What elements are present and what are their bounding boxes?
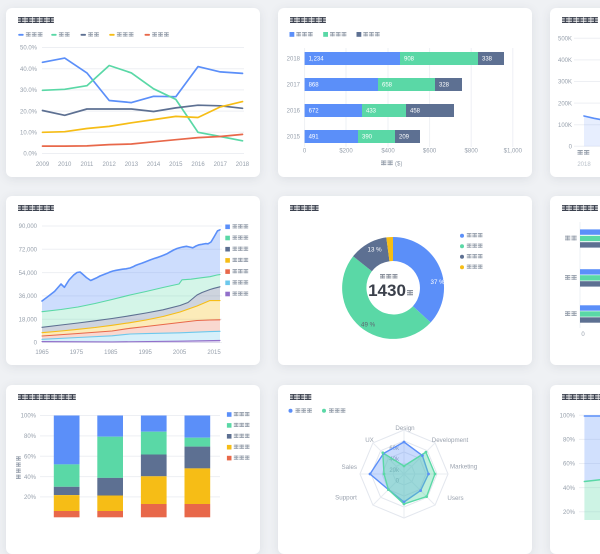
svg-text:2014: 2014: [147, 162, 161, 168]
svg-text:0: 0: [303, 149, 307, 155]
svg-text:40%: 40%: [24, 475, 37, 481]
svg-text:90,000: 90,000: [19, 224, 38, 230]
svg-text:0: 0: [569, 145, 573, 151]
svg-text:0: 0: [581, 332, 585, 338]
svg-text:658: 658: [382, 83, 393, 89]
svg-text:491: 491: [309, 135, 320, 141]
svg-text:Sales: Sales: [342, 464, 357, 471]
svg-text:209: 209: [399, 135, 410, 141]
svg-text:13 %: 13 %: [368, 246, 383, 253]
svg-text:500K: 500K: [558, 37, 572, 43]
svg-text:2018: 2018: [287, 57, 301, 63]
svg-text:Users: Users: [447, 495, 463, 502]
svg-text:2011: 2011: [80, 162, 94, 168]
svg-text:Support: Support: [335, 495, 357, 502]
svg-text:50.0%: 50.0%: [20, 46, 38, 52]
svg-text:36,000: 36,000: [19, 294, 38, 300]
svg-text:2009: 2009: [36, 162, 50, 168]
svg-text:18,000: 18,000: [19, 317, 38, 323]
svg-text:868: 868: [309, 83, 320, 89]
svg-text:908: 908: [404, 57, 415, 63]
svg-text:672: 672: [309, 109, 320, 115]
svg-text:0: 0: [34, 341, 38, 347]
svg-text:$400: $400: [381, 149, 395, 155]
svg-text:40.0%: 40.0%: [20, 67, 38, 73]
svg-text:UX: UX: [365, 437, 374, 444]
svg-text:$1,000: $1,000: [504, 149, 523, 155]
svg-text:Design: Design: [395, 425, 415, 432]
svg-text:10.0%: 10.0%: [20, 131, 38, 137]
svg-text:2017: 2017: [214, 162, 228, 168]
svg-text:$600: $600: [423, 149, 437, 155]
svg-text:20%: 20%: [563, 510, 576, 516]
svg-text:2005: 2005: [173, 350, 187, 356]
svg-text:338: 338: [482, 57, 493, 63]
svg-text:Development: Development: [432, 437, 469, 444]
svg-text:2017: 2017: [287, 83, 301, 89]
svg-text:2015: 2015: [169, 162, 183, 168]
svg-text:1995: 1995: [139, 350, 153, 356]
svg-text:1975: 1975: [70, 350, 84, 356]
svg-text:2012: 2012: [102, 162, 116, 168]
svg-text:2018: 2018: [577, 162, 591, 168]
svg-text:2018: 2018: [236, 162, 250, 168]
svg-text:37 %: 37 %: [431, 279, 446, 286]
svg-text:$200: $200: [339, 149, 353, 155]
svg-text:Marketing: Marketing: [450, 464, 478, 471]
svg-text:400K: 400K: [558, 58, 572, 64]
svg-text:433: 433: [366, 109, 377, 115]
svg-text:2016: 2016: [191, 162, 205, 168]
svg-text:54,000: 54,000: [19, 271, 38, 277]
svg-text:1,234: 1,234: [309, 57, 325, 63]
svg-text:100%: 100%: [21, 414, 37, 420]
svg-text:80%: 80%: [563, 438, 576, 444]
svg-text:20.0%: 20.0%: [20, 109, 38, 115]
svg-text:30.0%: 30.0%: [20, 88, 38, 94]
svg-text:20%: 20%: [24, 495, 37, 501]
svg-text:1965: 1965: [35, 350, 49, 356]
svg-text:328: 328: [439, 83, 450, 89]
svg-text:2013: 2013: [125, 162, 139, 168]
svg-text:2015: 2015: [287, 135, 301, 141]
svg-text:80%: 80%: [24, 434, 37, 440]
svg-text:2016: 2016: [287, 109, 301, 115]
svg-text:40%: 40%: [563, 486, 576, 492]
svg-text:($): ($): [395, 162, 402, 168]
svg-text:200K: 200K: [558, 101, 572, 107]
svg-text:300K: 300K: [558, 80, 572, 86]
svg-text:$800: $800: [465, 149, 479, 155]
svg-text:100%: 100%: [560, 414, 576, 420]
svg-text:60%: 60%: [563, 462, 576, 468]
svg-text:0.0%: 0.0%: [23, 152, 37, 158]
svg-text:458: 458: [410, 109, 421, 115]
svg-text:49 %: 49 %: [361, 321, 376, 328]
svg-text:390: 390: [362, 135, 373, 141]
svg-text:1430: 1430: [368, 281, 406, 300]
svg-text:2010: 2010: [58, 162, 72, 168]
svg-text:60%: 60%: [24, 454, 37, 460]
svg-text:2015: 2015: [207, 350, 221, 356]
svg-text:72,000: 72,000: [19, 248, 38, 254]
svg-text:1985: 1985: [104, 350, 118, 356]
svg-text:100K: 100K: [558, 123, 572, 129]
